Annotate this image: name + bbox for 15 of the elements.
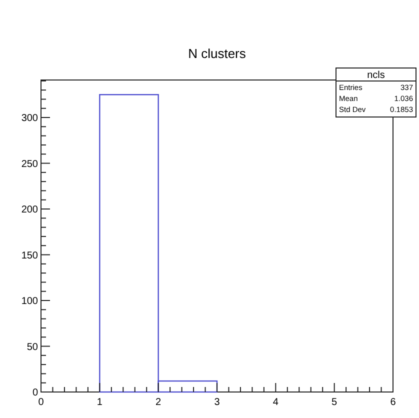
- y-tick-label: 250: [21, 158, 38, 170]
- annotation: ncls: [367, 70, 385, 81]
- x-tick-label: 6: [390, 397, 396, 408]
- y-tick-label: 200: [21, 204, 38, 216]
- y-tick-label: 150: [21, 250, 38, 262]
- y-tick-label: 300: [21, 113, 38, 124]
- y-tick-label: 100: [21, 296, 38, 308]
- chart-title: N clusters: [188, 46, 246, 61]
- x-tick-label: 5: [332, 397, 338, 408]
- y-tick-label: 0: [32, 388, 38, 398]
- x-tick-label: 4: [272, 397, 279, 408]
- x-tick-label: 3: [214, 397, 220, 408]
- x-tick-label: 1: [96, 397, 103, 408]
- y-tick-label: 50: [26, 342, 38, 353]
- x-tick-label: 2: [156, 397, 162, 408]
